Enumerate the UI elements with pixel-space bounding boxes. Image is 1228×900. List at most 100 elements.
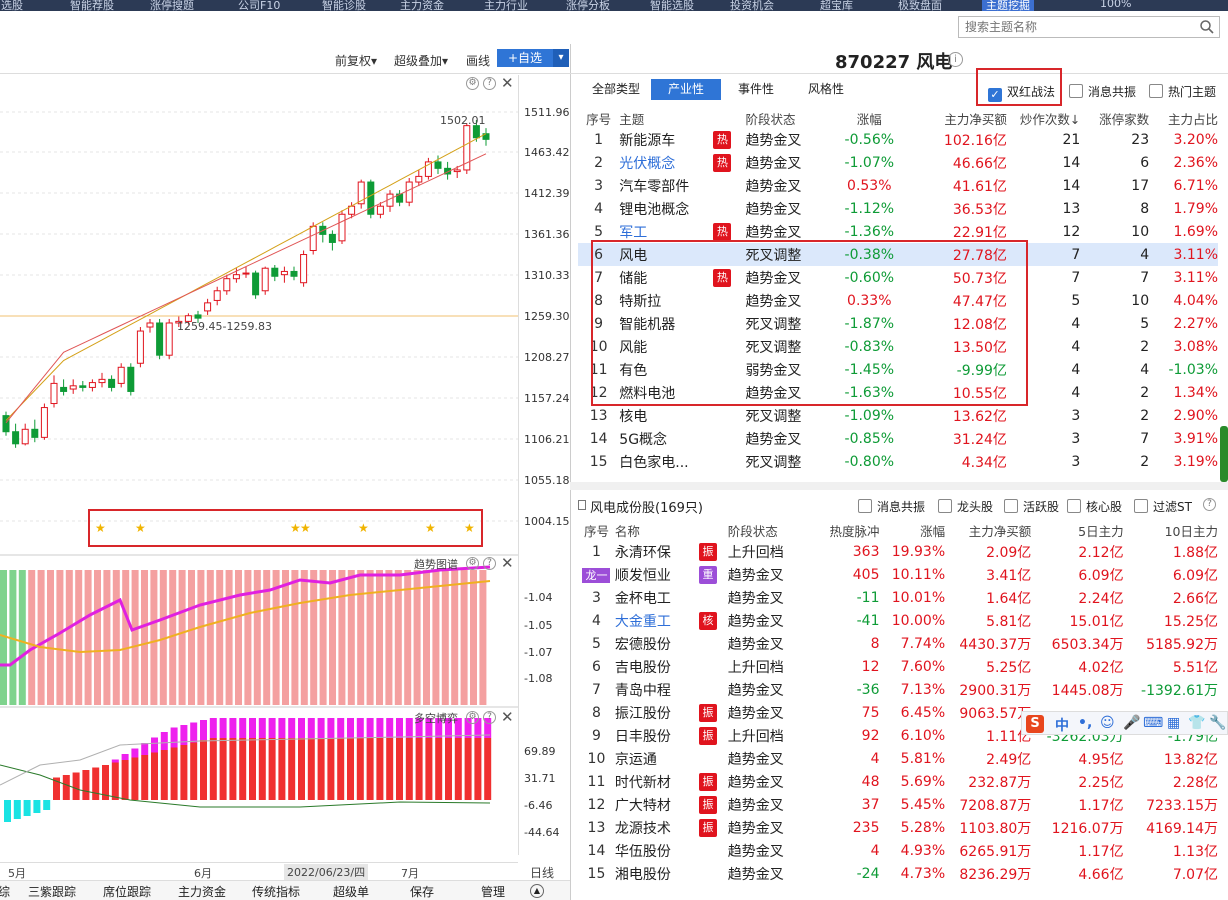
tab-industry[interactable]: 产业性 [651,79,721,100]
stock-row[interactable]: 12 广大特材 振趋势金叉 37 5.45% 7208.87万 1.17亿 7233.15万 [578,793,1218,816]
overlay-dropdown[interactable]: 超级叠加▾ [394,54,449,68]
column-header[interactable]: 炒作次数↓ [1019,111,1081,127]
stock-name[interactable]: 广大特材 [614,797,671,814]
theme-search-input[interactable] [959,17,1189,37]
sogou-logo-icon[interactable]: S [1026,715,1044,733]
top-nav-tab[interactable]: 主题挖掘 [982,0,1034,11]
top-nav-tab[interactable]: 投资机会 [730,0,774,11]
constituent-filter-checkbox[interactable]: 龙头股 [938,498,993,515]
theme-name[interactable]: 燃料电池 [619,385,676,402]
bottom-tab[interactable]: 综 [0,885,11,899]
top-nav-tab[interactable]: 涨停分板 [566,0,610,11]
stock-name[interactable]: 宏德股份 [614,636,671,653]
bottom-tab[interactable]: 传统指标 [252,885,301,899]
help-icon[interactable]: ? [483,77,496,90]
keyboard-icon[interactable]: ⌨ [1143,715,1164,731]
theme-row[interactable]: 8 特斯拉 趋势金叉 0.33% 47.47亿 5 10 4.04% [578,289,1218,312]
theme-name[interactable]: 智能机器 [619,316,676,333]
grid-icon[interactable]: ▦ [1167,715,1181,731]
stock-name[interactable]: 大金重工 [614,613,671,630]
column-header[interactable]: 阶段状态 [745,111,796,127]
column-header[interactable]: 序号 [586,111,612,127]
column-header[interactable]: 涨停家数 [1099,111,1150,127]
theme-row[interactable]: 1 新能源车 热趋势金叉 -0.56% 102.16亿 21 23 3.20% [578,128,1218,151]
theme-row[interactable]: 5 军工 热趋势金叉 -1.36% 22.91亿 12 10 1.69% [578,220,1218,243]
add-watchlist-button[interactable]: +自选 [497,49,553,67]
skin-icon[interactable]: 👕 [1188,715,1206,731]
theme-name[interactable]: 汽车零部件 [619,178,690,195]
theme-name[interactable]: 有色 [619,362,648,379]
theme-row[interactable]: 15 白色家电... 死叉调整 -0.80% 4.34亿 3 2 3.19% [578,450,1218,473]
stock-name[interactable]: 顺发恒业 [614,567,671,584]
theme-row[interactable]: 4 锂电池概念 趋势金叉 -1.12% 36.53亿 13 8 1.79% [578,197,1218,220]
theme-name[interactable]: 新能源车 [619,132,676,149]
close-icon[interactable]: ✕ [501,554,514,572]
column-header[interactable]: 阶段状态 [727,523,778,539]
column-header[interactable]: 涨幅 [856,111,882,127]
fuquan-dropdown[interactable]: 前复权▾ [335,54,378,68]
theme-name[interactable]: 风能 [619,339,648,356]
collapse-up-icon[interactable]: ▲ [530,884,544,898]
stock-row[interactable]: 3 金杯电工 趋势金叉 -11 10.01% 1.64亿 2.24亿 2.66亿 [578,586,1218,609]
settings-icon[interactable]: ⚙ [466,557,479,570]
stock-row[interactable]: 7 青岛中程 趋势金叉 -36 7.13% 2900.31万 1445.08万 -1392.6… [578,678,1218,701]
double-red-checkbox[interactable]: ✓ 双红战法 [988,83,1055,102]
theme-row[interactable]: 13 核电 死叉调整 -1.09% 13.62亿 3 2 2.90% [578,404,1218,427]
info-icon[interactable]: i [948,52,963,67]
theme-row[interactable]: 10 风能 死叉调整 -0.83% 13.50亿 4 2 3.08% [578,335,1218,358]
stock-name[interactable]: 永清环保 [614,544,671,561]
chevron-down-icon[interactable]: ▾ [553,49,569,67]
theme-name[interactable]: 军工 [619,224,648,241]
tab-style[interactable]: 风格性 [807,82,844,96]
stock-row[interactable]: 5 宏德股份 趋势金叉 8 7.74% 4430.37万 6503.34万 5185.92万 [578,632,1218,655]
help-icon[interactable]: ? [483,711,496,724]
stock-row[interactable]: 13 龙源技术 振趋势金叉 235 5.28% 1103.80万 1216.07万 4169.… [578,816,1218,839]
top-nav-tab[interactable]: 主力资金 [400,0,444,11]
settings-icon[interactable]: ⚙ [466,711,479,724]
stock-row[interactable]: 11 时代新材 振趋势金叉 48 5.69% 232.87万 2.25亿 2.28亿 [578,770,1218,793]
bottom-tab[interactable]: 主力资金 [178,885,227,899]
stock-name[interactable]: 青岛中程 [614,682,671,699]
news-resonance-checkbox[interactable]: 消息共振 [1069,83,1136,100]
stock-name[interactable]: 振江股份 [614,705,671,722]
stock-row[interactable]: 6 吉电股份 上升回档 12 7.60% 5.25亿 4.02亿 5.51亿 [578,655,1218,678]
top-nav-tab[interactable]: 涨停搜题 [150,0,194,11]
bottom-tab[interactable]: 保存 [410,885,435,899]
stock-row[interactable]: 10 京运通 趋势金叉 4 5.81% 2.49亿 4.95亿 13.82亿 [578,747,1218,770]
help-icon[interactable]: ? [1203,498,1216,511]
theme-name[interactable]: 特斯拉 [619,293,662,310]
top-nav-tab[interactable]: 智能荐股 [70,0,114,11]
theme-row[interactable]: 7 储能 热趋势金叉 -0.60% 50.73亿 7 7 3.11% [578,266,1218,289]
theme-name[interactable]: 光伏概念 [619,155,676,172]
stock-name[interactable]: 日丰股份 [614,728,671,745]
top-nav-tab[interactable]: 自选股 [0,0,23,11]
stock-name[interactable]: 金杯电工 [614,590,671,607]
stock-row[interactable]: 4 大金重工 核趋势金叉 -41 10.00% 5.81亿 15.01亿 15.25亿 [578,609,1218,632]
stock-row[interactable]: 8 振江股份 振趋势金叉 75 6.45% 9063.57万 [578,701,1218,724]
column-header[interactable]: 主力净买额 [968,523,1032,539]
stock-row[interactable]: 1 永清环保 振上升回档 363 19.93% 2.09亿 2.12亿 1.88亿 [578,540,1218,563]
column-header[interactable]: 涨幅 [920,523,946,539]
hot-theme-checkbox[interactable]: 热门主题 [1149,83,1216,100]
stock-row[interactable]: 14 华伍股份 趋势金叉 4 4.93% 6265.91万 1.17亿 1.13亿 [578,839,1218,862]
top-nav-tab[interactable]: 极致盘面 [898,0,942,11]
top-nav-tab[interactable]: 智能选股 [650,0,694,11]
theme-search-box[interactable] [958,16,1220,38]
top-nav-tab[interactable]: 主力行业 [484,0,528,11]
mic-icon[interactable]: 🎤 [1123,715,1141,731]
kline-chart[interactable]: ★ ★ ★ ★ ★ ★ ★ [0,75,518,855]
bottom-tab[interactable]: 管理 [481,885,506,899]
column-header[interactable]: 热度脉冲 [829,523,880,539]
emoji-icon[interactable]: ☺ [1100,715,1115,731]
top-nav-tab[interactable]: 超宝库 [820,0,853,11]
period-label[interactable]: 日线 [530,866,555,880]
column-header[interactable]: 主题 [619,111,645,127]
punct-icon[interactable]: •, [1078,715,1093,731]
scrollbar[interactable] [1220,426,1228,482]
theme-row[interactable]: 2 光伏概念 热趋势金叉 -1.07% 46.66亿 14 6 2.36% [578,151,1218,174]
theme-row[interactable]: 11 有色 弱势金叉 -1.45% -9.99亿 4 4 -1.03% [578,358,1218,381]
stock-name[interactable]: 时代新材 [614,774,671,791]
theme-name[interactable]: 锂电池概念 [619,201,690,218]
theme-name[interactable]: 风电 [619,247,648,264]
column-header[interactable]: 序号 [583,523,609,539]
